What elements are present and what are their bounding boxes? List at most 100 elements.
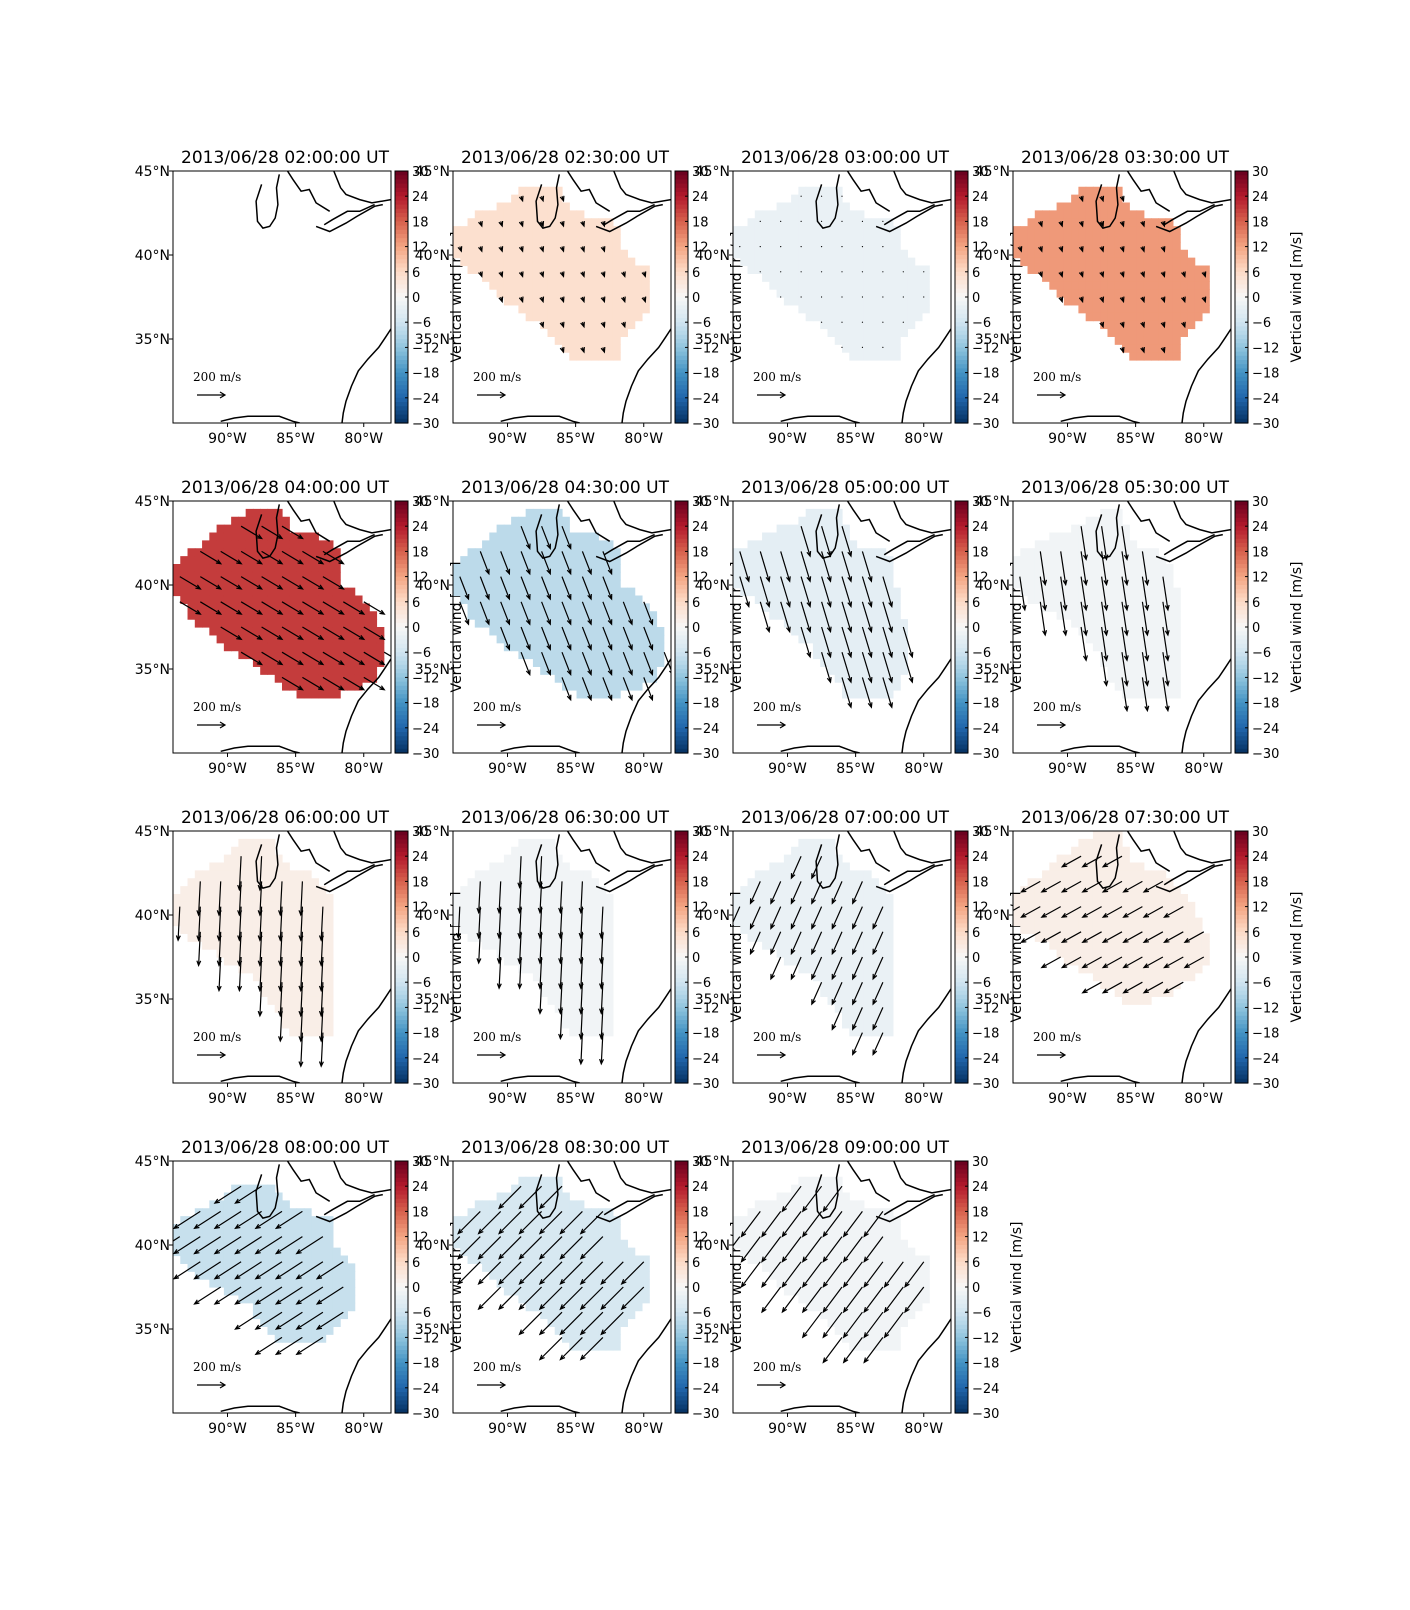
wind-cell <box>518 917 527 927</box>
wind-cell <box>871 611 879 620</box>
colorbar-tick-label: 0 <box>412 951 420 966</box>
wind-cell <box>914 281 923 290</box>
wind-cell <box>576 289 585 298</box>
wind-cell <box>1165 564 1174 573</box>
wind-cell <box>1172 234 1181 243</box>
colorbar-segment <box>395 847 408 853</box>
wind-cell <box>303 603 312 612</box>
wind-cell <box>289 949 298 958</box>
wind-cell <box>282 909 290 919</box>
wind-cell <box>311 949 319 958</box>
wind-arrow <box>1121 576 1129 612</box>
wind-cell <box>274 627 283 636</box>
wind-cell <box>554 186 563 196</box>
wind-cell <box>856 320 865 330</box>
colorbar-segment <box>395 297 408 302</box>
colorbar-segment <box>955 744 968 750</box>
wind-cell <box>820 603 829 612</box>
wind-cell <box>783 917 792 927</box>
wind-cell <box>1056 257 1065 267</box>
wind-cell <box>1049 265 1058 274</box>
wind-cell <box>231 846 239 856</box>
colorbar-segment <box>675 372 688 378</box>
wind-cell <box>834 297 843 306</box>
wind-cell <box>267 846 276 856</box>
wind-cell <box>274 516 283 526</box>
wind-cell <box>591 234 599 243</box>
wind-cell <box>238 957 247 966</box>
wind-cell <box>496 273 505 282</box>
colorbar-tick-label: 12 <box>692 241 709 256</box>
wind-cell <box>900 312 908 322</box>
wind-cell <box>791 619 799 628</box>
wind-cell <box>489 556 498 565</box>
wind-cell <box>791 925 799 934</box>
wind-cell <box>1129 312 1138 322</box>
wind-cell <box>569 964 578 974</box>
wind-cell <box>1129 210 1138 219</box>
wind-cell <box>791 901 799 911</box>
wind-arrow <box>559 271 565 278</box>
wind-cell <box>1049 532 1058 541</box>
wind-cell <box>1172 304 1181 314</box>
wind-cell <box>598 634 607 644</box>
wind-cell <box>798 532 807 541</box>
wind-cell <box>532 917 541 927</box>
wind-cell <box>856 564 865 573</box>
coastline-segment <box>323 533 375 556</box>
wind-cell <box>511 234 519 243</box>
colorbar-segment <box>395 196 408 201</box>
reference-arrow-shaft <box>477 391 507 399</box>
wind-cell <box>820 619 829 628</box>
wind-cell <box>511 854 519 864</box>
colorbar-segment <box>395 301 408 306</box>
wind-cell <box>1056 587 1065 597</box>
wind-cell <box>245 564 254 573</box>
wind-cell <box>1151 682 1159 691</box>
wind-cell <box>503 281 512 290</box>
wind-cell <box>1085 564 1094 573</box>
colorbar-segment <box>395 715 408 720</box>
colorbar-segment <box>955 175 968 180</box>
wind-cell <box>503 611 512 620</box>
colorbar-segment <box>395 538 408 544</box>
wind-cell <box>1020 249 1029 259</box>
wind-cell <box>1049 571 1058 581</box>
colorbar-tick-label: −18 <box>1252 367 1279 382</box>
wind-cell <box>1092 304 1101 314</box>
colorbar-segment <box>395 669 408 674</box>
wind-cell <box>605 352 614 361</box>
wind-cell <box>1151 611 1159 620</box>
wind-cell <box>311 548 319 557</box>
wind-cell <box>856 249 865 259</box>
wind-cell <box>827 532 836 541</box>
wind-cell <box>641 289 650 298</box>
wind-arrow <box>278 1007 284 1043</box>
wind-cell <box>303 957 312 966</box>
wind-cell <box>827 579 836 589</box>
wind-cell <box>453 249 461 259</box>
wind-cell <box>252 619 261 628</box>
wind-cell <box>340 627 348 636</box>
wind-cell <box>569 289 578 298</box>
wind-cell <box>878 571 887 581</box>
wind-cell <box>496 257 505 267</box>
colorbar-tick-label: −18 <box>692 367 719 382</box>
wind-cell <box>562 320 570 330</box>
colorbar-segment <box>395 389 408 395</box>
wind-cell <box>1092 226 1101 235</box>
coastline-segment <box>893 501 951 534</box>
wind-arrow <box>281 676 304 691</box>
wind-cell <box>1107 210 1116 219</box>
wind-cell <box>1085 540 1094 549</box>
wind-cell <box>569 571 578 581</box>
wind-arrow <box>759 601 771 634</box>
wind-arrow <box>820 296 823 298</box>
wind-cell <box>783 257 792 267</box>
wind-cell <box>569 1012 578 1021</box>
wind-cell <box>591 273 599 282</box>
wind-cell <box>187 878 196 887</box>
colorbar-segment <box>395 732 408 737</box>
wind-cell <box>562 328 570 337</box>
colorbar-segment <box>675 326 688 332</box>
